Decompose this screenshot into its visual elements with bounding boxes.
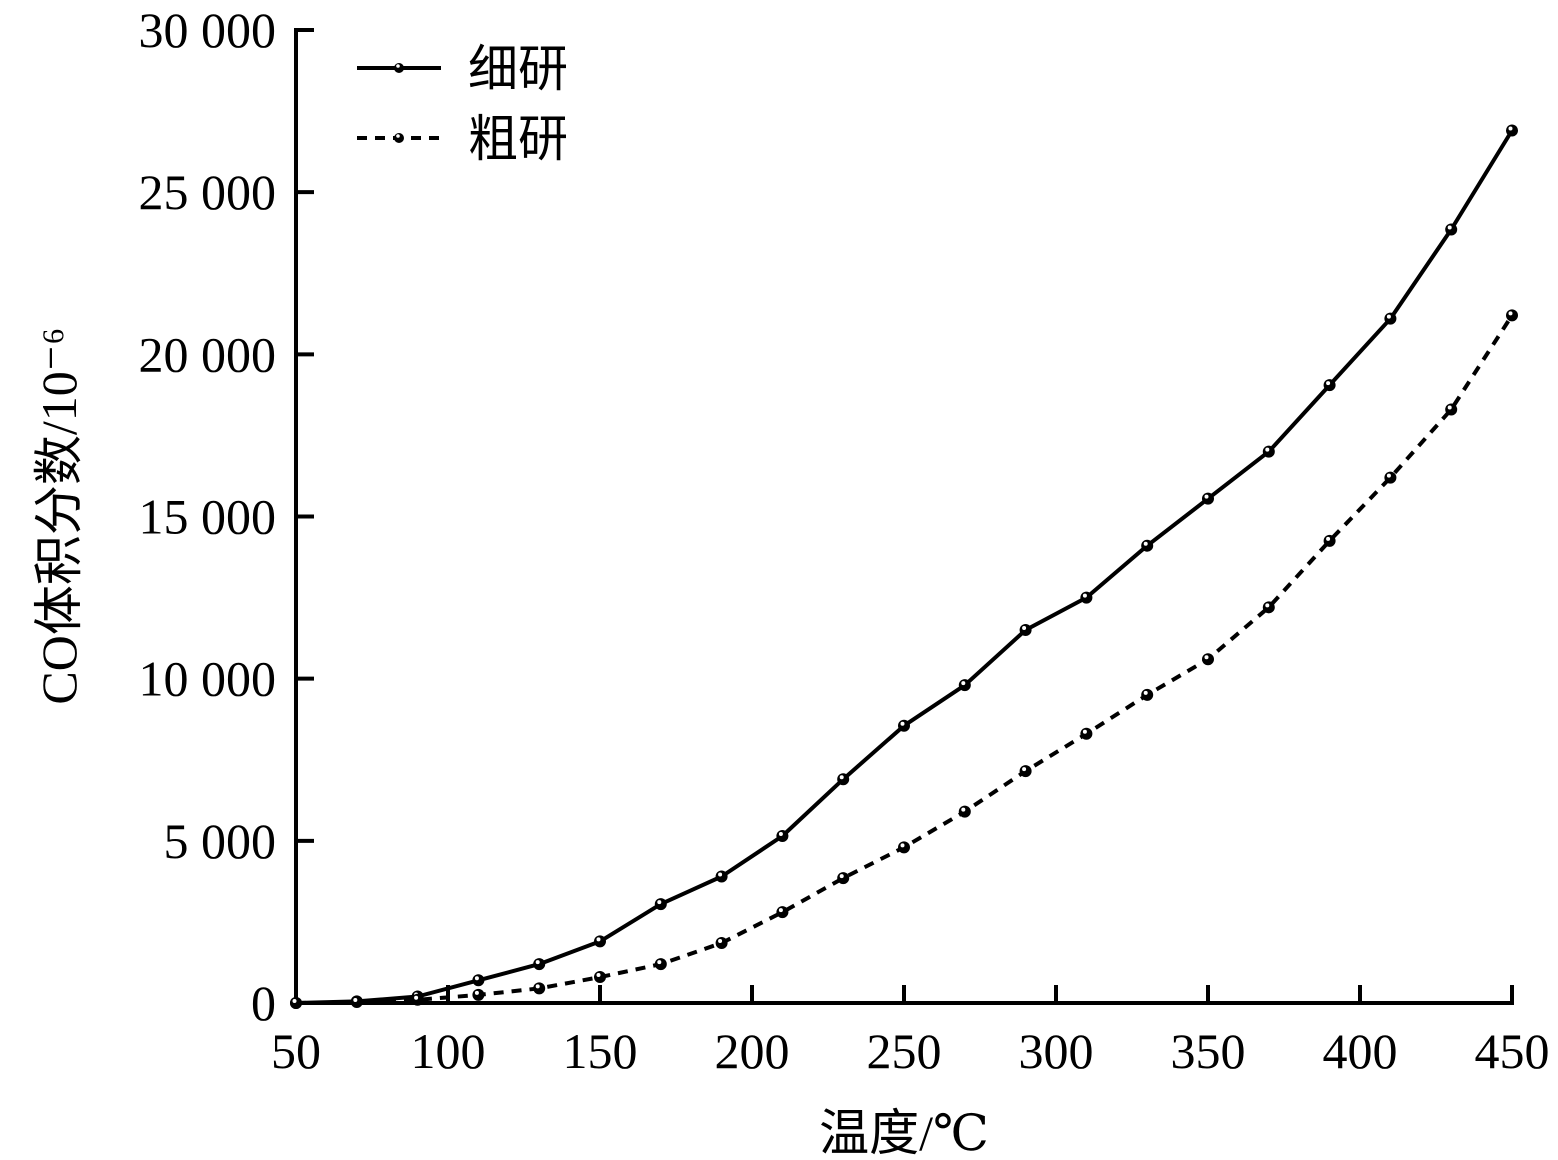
legend-marker-icon — [394, 63, 404, 73]
x-tick-label: 250 — [867, 1023, 942, 1079]
data-point-marker — [837, 872, 850, 885]
series-coarse — [290, 309, 1518, 1009]
data-point-marker — [1080, 727, 1093, 740]
data-point-marker — [411, 993, 424, 1006]
y-axis-ticks: 0 5 000 10 000 15 000 20 000 25 000 30 000 — [139, 2, 314, 1031]
x-tick-label: 450 — [1475, 1023, 1550, 1079]
y-tick-label: 15 000 — [139, 489, 277, 545]
data-point-marker — [472, 974, 485, 987]
data-point-marker — [1323, 534, 1336, 547]
data-point-marker — [1141, 688, 1154, 701]
data-point-marker — [1019, 765, 1032, 778]
data-point-marker — [1445, 403, 1458, 416]
legend-marker-icon — [394, 133, 404, 143]
data-point-marker — [958, 679, 971, 692]
data-point-marker — [1384, 471, 1397, 484]
legend-label-coarse: 粗研 — [468, 111, 568, 167]
x-axis-ticks: 50 100 150 200 250 300 350 400 450 — [271, 985, 1550, 1079]
x-tick-label: 50 — [271, 1023, 321, 1079]
x-tick-label: 200 — [715, 1023, 790, 1079]
data-point-marker — [1323, 379, 1336, 392]
data-point-marker — [533, 982, 546, 995]
axes — [294, 28, 1514, 1005]
data-point-marker — [350, 996, 363, 1009]
data-point-marker — [715, 936, 728, 949]
y-tick-label: 25 000 — [139, 164, 277, 220]
data-point-marker — [472, 988, 485, 1001]
data-point-marker — [1202, 653, 1214, 666]
data-point-marker — [1202, 492, 1214, 505]
data-point-marker — [594, 971, 606, 984]
data-point-marker — [1506, 309, 1518, 322]
data-point-marker — [958, 805, 971, 818]
data-point-marker — [1262, 601, 1275, 614]
data-point-marker — [898, 841, 910, 854]
y-tick-label: 0 — [251, 975, 276, 1031]
legend-item-fine: 细研 — [357, 41, 568, 97]
data-point-marker — [654, 958, 667, 971]
y-axis-title: CO体积分数/10⁻⁶ — [31, 327, 87, 704]
data-point-marker — [776, 906, 789, 919]
data-point-marker — [1262, 445, 1275, 458]
data-point-marker — [1019, 624, 1032, 637]
legend-item-coarse: 粗研 — [357, 111, 568, 167]
data-point-marker — [898, 719, 910, 732]
data-series — [290, 124, 1518, 1009]
x-tick-label: 100 — [411, 1023, 486, 1079]
data-point-marker — [1141, 539, 1154, 552]
x-axis-title: 温度/℃ — [819, 1105, 989, 1160]
data-point-marker — [290, 997, 302, 1009]
data-point-marker — [1445, 223, 1458, 236]
x-tick-label: 400 — [1323, 1023, 1398, 1079]
series-fine — [290, 124, 1518, 1009]
data-point-marker — [837, 773, 850, 786]
data-point-marker — [776, 829, 789, 842]
data-point-marker — [533, 958, 546, 971]
data-point-marker — [1384, 312, 1397, 325]
x-tick-label: 350 — [1171, 1023, 1246, 1079]
x-tick-label: 150 — [563, 1023, 638, 1079]
x-tick-label: 300 — [1019, 1023, 1094, 1079]
data-point-marker — [594, 935, 606, 948]
y-tick-label: 5 000 — [164, 813, 277, 869]
data-point-marker — [1506, 124, 1518, 137]
legend-label-fine: 细研 — [468, 41, 568, 97]
y-tick-label: 10 000 — [139, 651, 277, 707]
data-point-marker — [715, 870, 728, 883]
series-line — [295, 129, 1514, 1005]
data-point-marker — [1080, 591, 1093, 604]
legend: 细研 粗研 — [357, 41, 568, 167]
y-tick-label: 30 000 — [139, 2, 277, 58]
series-line — [295, 314, 1514, 1005]
y-tick-label: 20 000 — [139, 326, 277, 382]
data-point-marker — [654, 898, 667, 911]
